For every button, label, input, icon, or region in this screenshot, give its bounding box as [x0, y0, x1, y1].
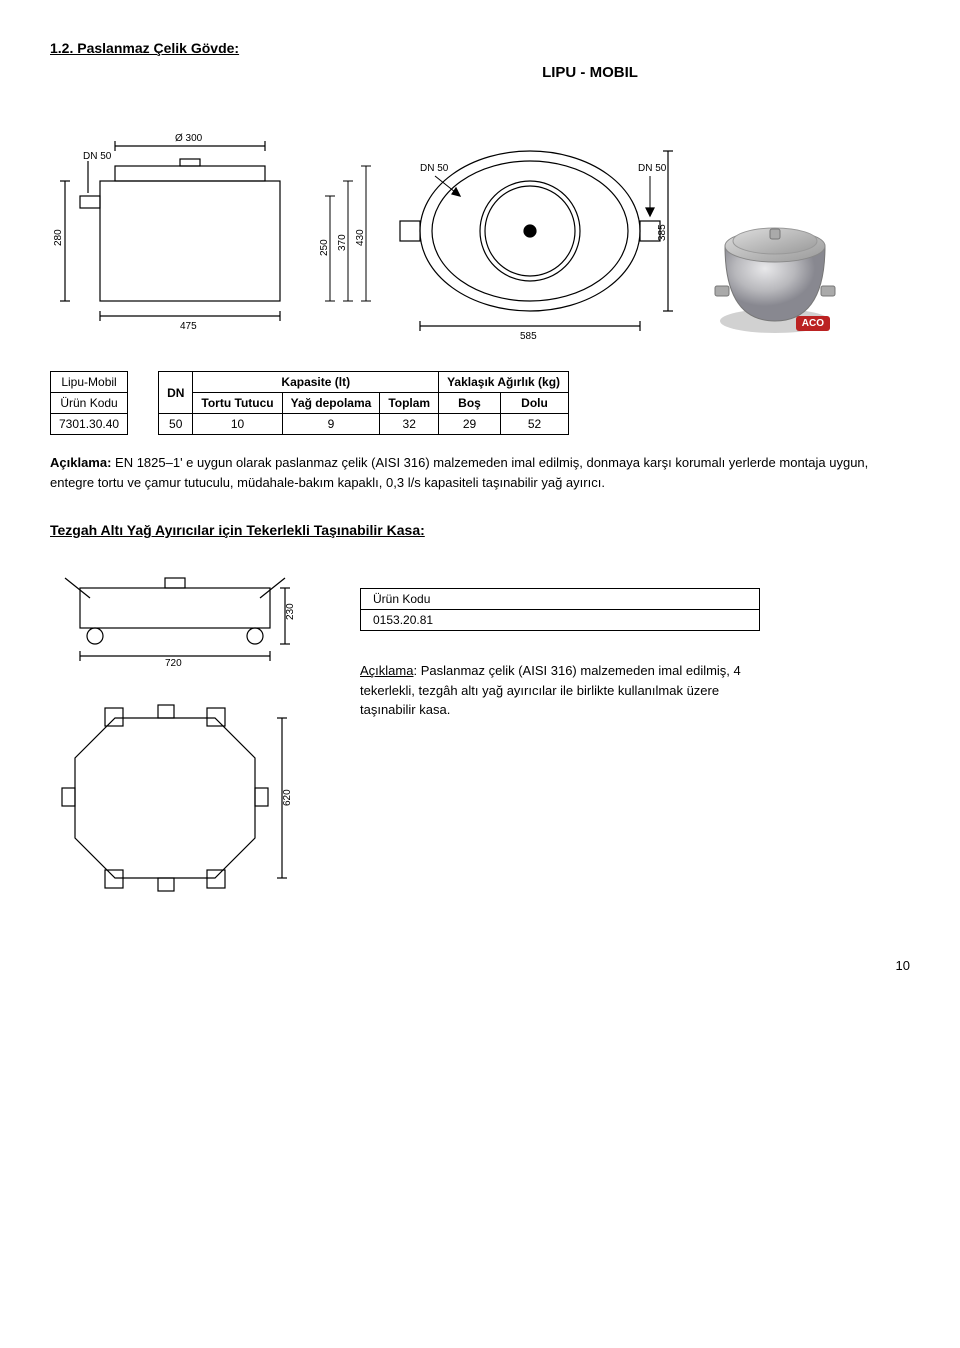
product-code-table: Lipu-Mobil Ürün Kodu 7301.30.40	[50, 371, 128, 435]
cell: 0153.20.81	[361, 610, 760, 631]
svg-text:DN 50: DN 50	[638, 163, 667, 174]
th-bos: Boş	[439, 393, 501, 414]
kodu-table: Ürün Kodu 0153.20.81	[360, 588, 760, 631]
svg-text:Ø 300: Ø 300	[175, 133, 203, 144]
svg-text:475: 475	[180, 321, 197, 332]
cell: Ürün Kodu	[361, 589, 760, 610]
desc-text: EN 1825–1' e uygun olarak paslanmaz çeli…	[50, 455, 868, 490]
th-toplam: Toplam	[380, 393, 439, 414]
kasa-diagrams: 230 720 620	[50, 558, 310, 918]
svg-text:280: 280	[53, 229, 64, 246]
kasa-right-column: Ürün Kodu 0153.20.81 Açıklama: Paslanmaz…	[360, 588, 760, 720]
cell: 32	[380, 414, 439, 435]
svg-text:230: 230	[285, 603, 296, 620]
cell: Ürün Kodu	[51, 393, 128, 414]
cell: 10	[193, 414, 282, 435]
pot-render: ACO	[700, 191, 850, 341]
diagram-top-view: DN 50 DN 50 385 585	[390, 101, 680, 341]
cell: 52	[500, 414, 568, 435]
kasa-description: Açıklama: Paslanmaz çelik (AISI 316) mal…	[360, 661, 760, 720]
th-tortu: Tortu Tutucu	[193, 393, 282, 414]
cell: 9	[282, 414, 380, 435]
th-agirlik: Yaklaşık Ağırlık (kg)	[439, 372, 569, 393]
spec-table: DN Kapasite (lt) Yaklaşık Ağırlık (kg) T…	[158, 371, 569, 435]
desc-label: Açıklama:	[50, 455, 111, 470]
kasa-desc-text: : Paslanmaz çelik (AISI 316) malzemeden …	[360, 663, 741, 717]
cell: Lipu-Mobil	[51, 372, 128, 393]
svg-text:720: 720	[165, 658, 182, 668]
svg-text:585: 585	[520, 331, 537, 341]
diagram-side-dims: 250 370 430	[320, 101, 380, 341]
cell: 50	[159, 414, 193, 435]
kasa-side-view: 230 720	[50, 558, 310, 668]
svg-text:DN 50: DN 50	[420, 163, 449, 174]
th-kapasite: Kapasite (lt)	[193, 372, 439, 393]
svg-text:250: 250	[320, 239, 330, 256]
cell: 7301.30.40	[51, 414, 128, 435]
th-dolu: Dolu	[500, 393, 568, 414]
diagram-side-view: DN 50 Ø 300 280 475	[50, 101, 310, 341]
svg-text:430: 430	[355, 229, 366, 246]
kasa-desc-label: Açıklama	[360, 663, 413, 678]
kasa-row: 230 720 620	[50, 558, 910, 918]
product-title: LIPU - MOBIL	[270, 64, 910, 81]
th-yag: Yağ depolama	[282, 393, 380, 414]
tables-row: Lipu-Mobil Ürün Kodu 7301.30.40 DN Kapas…	[50, 371, 910, 435]
sub-heading: Tezgah Altı Yağ Ayırıcılar için Tekerlek…	[50, 522, 910, 538]
cell: 29	[439, 414, 501, 435]
svg-text:385: 385	[657, 224, 668, 241]
svg-text:DN 50: DN 50	[83, 151, 112, 162]
svg-text:620: 620	[282, 789, 293, 806]
diagrams-row: DN 50 Ø 300 280 475 250 370 430	[50, 101, 910, 341]
th-dn: DN	[159, 372, 193, 414]
kasa-top-view: 620	[50, 688, 310, 918]
section-heading: 1.2. Paslanmaz Çelik Gövde:	[50, 40, 910, 56]
svg-text:370: 370	[337, 234, 348, 251]
description: Açıklama: EN 1825–1' e uygun olarak pasl…	[50, 453, 910, 492]
aco-badge: ACO	[796, 316, 830, 331]
page-number: 10	[50, 958, 910, 973]
